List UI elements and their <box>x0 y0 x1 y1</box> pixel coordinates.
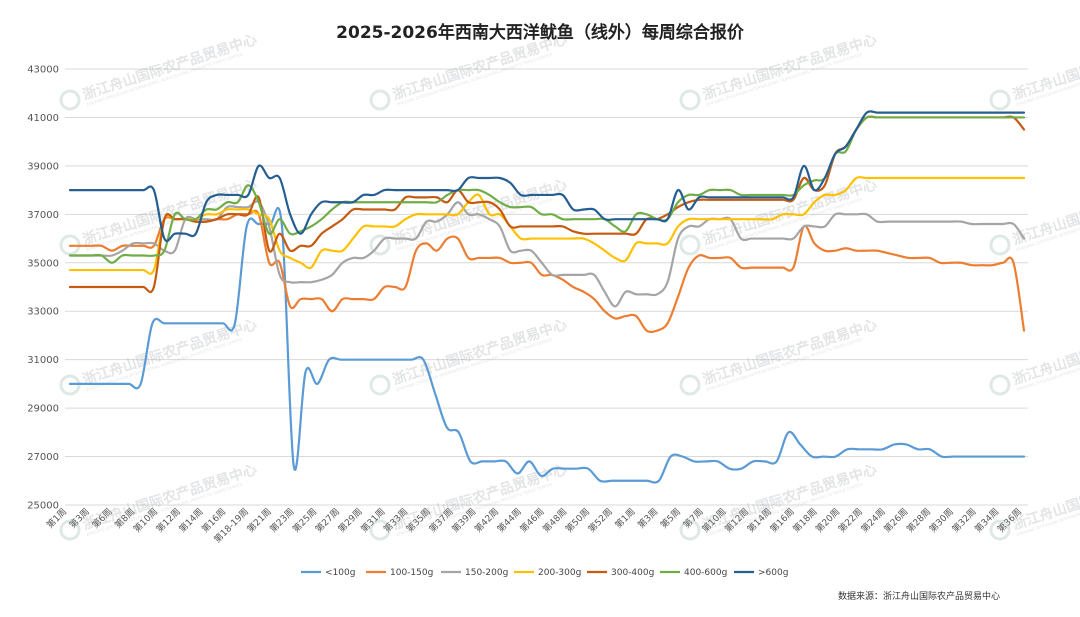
x-tick-label: 第1周 <box>612 506 637 531</box>
y-tick-label: 29000 <box>27 404 59 415</box>
legend-item: 100-150g <box>366 568 433 578</box>
chart-title: 2025-2026年西南大西洋鱿鱼（线外）每周综合报价 <box>336 22 745 43</box>
y-axis-ticks: 25000 27000 29000 31000 33000 35000 37000 39000… <box>27 65 59 512</box>
watermark-logo-icon <box>369 234 391 256</box>
watermark-logo-icon <box>989 234 1011 256</box>
watermark-logo-icon <box>679 234 701 256</box>
watermark-logo-icon <box>59 234 81 256</box>
x-tick-label: 第14周 <box>176 506 205 535</box>
legend-item: 200-300g <box>514 568 581 578</box>
series-line-5 <box>68 115 1026 264</box>
legend-item: 400-600g <box>660 568 727 578</box>
legend-item: <100g <box>301 568 355 578</box>
watermark-logo-icon <box>989 89 1011 111</box>
series-line-2 <box>68 200 1026 308</box>
watermark-text: 浙江舟山国际农产品贸易中心 <box>81 31 259 103</box>
series-line-6 <box>68 110 1026 243</box>
x-tick-label: 第27周 <box>313 506 342 535</box>
y-tick-label: 41000 <box>27 113 59 124</box>
watermark-text: 浙江舟山国际农产品贸易中心 <box>391 316 569 388</box>
x-tick-label: 第32周 <box>949 506 978 535</box>
y-tick-label: 27000 <box>27 452 59 463</box>
legend-label: 150-200g <box>465 568 508 578</box>
x-tick-label: 第21周 <box>244 506 273 535</box>
watermark-logo-icon <box>59 519 81 541</box>
x-tick-label: 第22周 <box>836 506 865 535</box>
x-tick-label: 第29周 <box>335 506 364 535</box>
legend-label: 200-300g <box>538 568 581 578</box>
legend: <100g 100-150g 150-200g 200-300g 300-400g 400… <box>301 568 788 578</box>
x-tick-label: 第3周 <box>635 506 660 531</box>
watermark-text: 浙江舟山国际农产品贸易中心 <box>701 316 879 388</box>
watermark-logo-icon <box>59 89 81 111</box>
watermark-logo-icon <box>369 374 391 396</box>
x-tick-label: 第26周 <box>881 506 910 535</box>
watermark-logo-icon <box>679 374 701 396</box>
legend-label: <100g <box>325 568 355 578</box>
x-tick-label: 第46周 <box>517 506 546 535</box>
x-tick-label: 第52周 <box>586 506 615 535</box>
x-tick-label: 第23周 <box>267 506 296 535</box>
y-tick-label: 37000 <box>27 210 59 221</box>
watermark-logo-icon <box>59 374 81 396</box>
watermark-logo-icon <box>989 519 1011 541</box>
watermark-text: 浙江舟山国际农产品贸易中心 <box>701 176 879 248</box>
legend-item: >600g <box>734 568 788 578</box>
y-tick-label: 33000 <box>27 307 59 318</box>
y-tick-label: 39000 <box>27 161 59 172</box>
watermark-logo-icon <box>369 89 391 111</box>
x-tick-label: 第24周 <box>858 506 887 535</box>
legend-label: 300-400g <box>611 568 654 578</box>
series-line-1 <box>68 209 1026 334</box>
watermark-text: 浙江舟山国际农产品贸易中心 <box>81 316 259 388</box>
y-tick-label: 35000 <box>27 258 59 269</box>
x-tick-label: 第44周 <box>495 506 524 535</box>
watermark-logo-icon <box>679 89 701 111</box>
source-note: 数据来源：浙江舟山国际农产品贸易中心 <box>838 590 1000 602</box>
watermark-logo-icon <box>989 374 1011 396</box>
legend-label: 100-150g <box>390 568 433 578</box>
y-tick-label: 43000 <box>27 65 59 76</box>
watermark-logo-icon <box>369 519 391 541</box>
x-tick-label: 第48周 <box>540 506 569 535</box>
legend-label: 400-600g <box>684 568 727 578</box>
gridlines <box>65 68 1028 506</box>
series-line-3 <box>68 176 1026 275</box>
series-line-0 <box>68 207 1026 484</box>
legend-label: >600g <box>758 568 788 578</box>
x-axis-ticks: 第1周第3周第6周第8周第10周第12周第14周第16周第18-19周第21周第… <box>44 506 1024 546</box>
y-tick-label: 25000 <box>27 501 59 512</box>
watermark-logo-icon <box>679 519 701 541</box>
x-tick-label: 第20周 <box>813 506 842 535</box>
x-tick-label: 第50周 <box>563 506 592 535</box>
series-lines <box>68 110 1026 484</box>
x-tick-label: 第30周 <box>927 506 956 535</box>
x-tick-label: 第28周 <box>904 506 933 535</box>
x-tick-label: 第5周 <box>658 506 683 531</box>
x-tick-label: 第25周 <box>290 506 319 535</box>
legend-item: 300-400g <box>587 568 654 578</box>
legend-item: 150-200g <box>441 568 508 578</box>
y-tick-label: 31000 <box>27 355 59 366</box>
x-tick-label: 第18周 <box>790 506 819 535</box>
